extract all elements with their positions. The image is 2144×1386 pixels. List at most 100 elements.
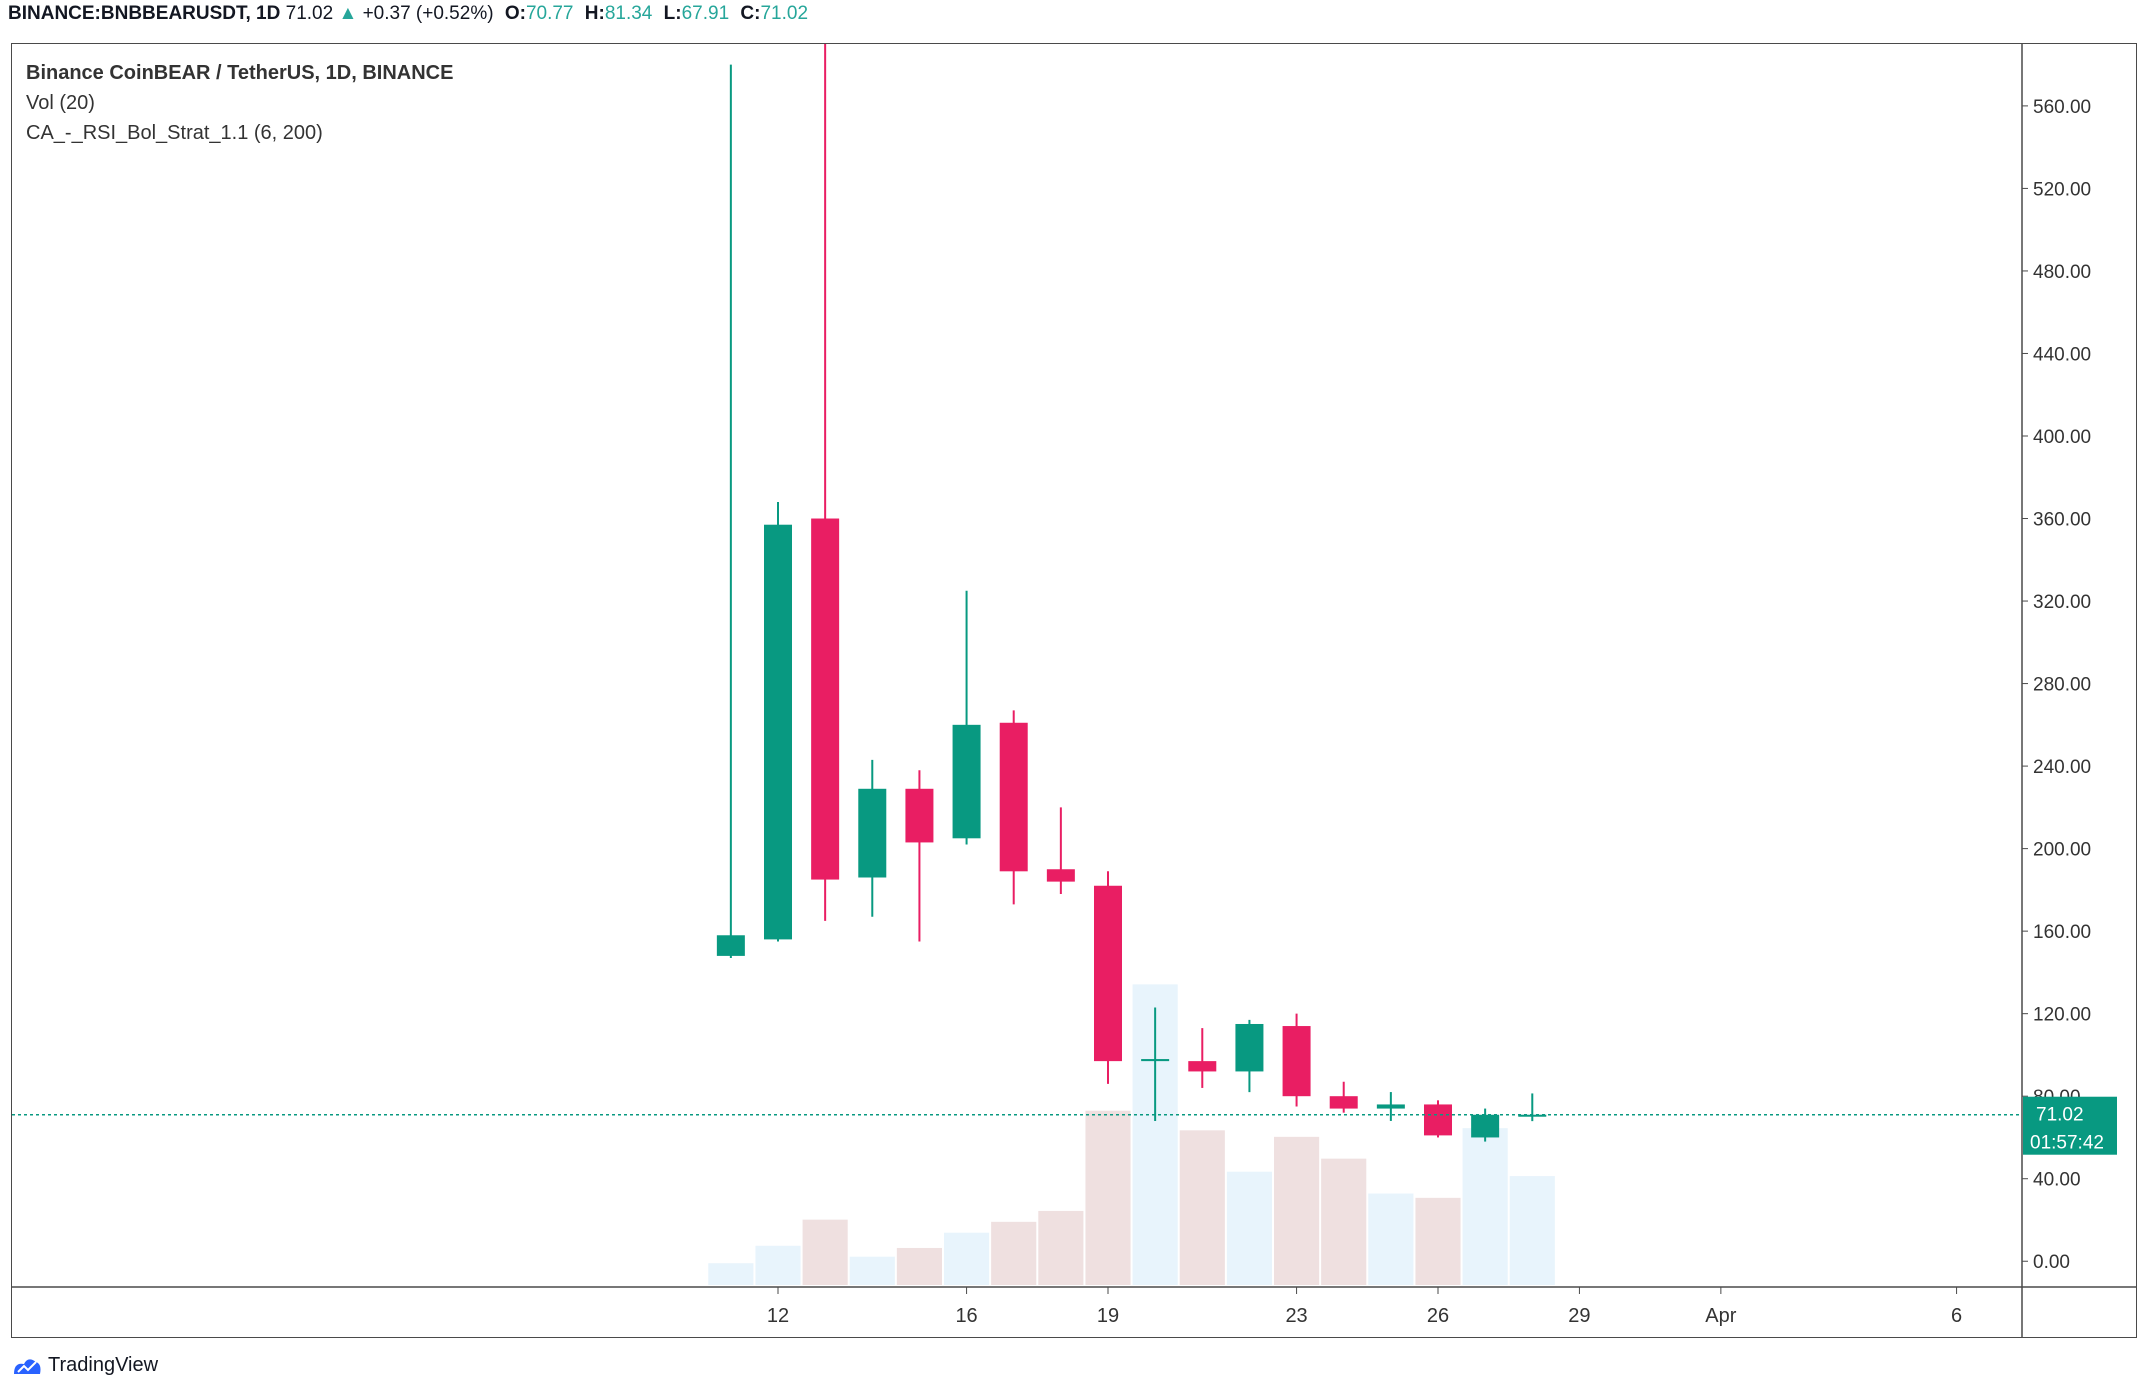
y-tick-label-7: 280.00 [2033,675,2091,696]
y-tick-label-10: 400.00 [2033,427,2091,448]
time-axis: 12 16 19 23 26 29 Apr 6 [767,1287,1962,1327]
candle-1[interactable] [764,502,792,942]
footer-brand[interactable]: TradingView [12,1354,158,1377]
candle-body [1188,1061,1217,1072]
legend-title[interactable]: Binance CoinBEAR / TetherUS, 1D, BINANCE [26,62,454,84]
brand-name: TradingView [48,1354,159,1376]
low-label: L: [663,3,682,24]
y-tick-label-4: 160.00 [2033,922,2091,943]
volume-bars [708,984,1555,1285]
y-tick-label-5: 200.00 [2033,840,2091,861]
price-tag-bg [2023,1096,2117,1155]
candle-body [811,518,840,880]
volume-bar-4 [896,1247,942,1285]
high-value: 81.34 [604,3,653,24]
candle-10[interactable] [1188,1028,1217,1088]
candle-11[interactable] [1235,1019,1264,1093]
candle-13[interactable] [1329,1081,1358,1113]
candle-body [1329,1096,1358,1109]
candle-5[interactable] [952,590,981,845]
candle-body [905,788,934,843]
candle-12[interactable] [1282,1013,1311,1107]
y-tick-label-3: 120.00 [2033,1005,2091,1026]
candle-body [1235,1023,1264,1072]
x-tick-label-0: 12 [767,1305,789,1327]
y-tick-label-8: 320.00 [2033,592,2091,613]
candle-body [952,724,981,839]
volume-bar-17 [1509,1176,1555,1285]
candle-body [999,722,1028,872]
y-tick-label-13: 520.00 [2033,179,2091,200]
y-tick-label-0: 0.00 [2033,1252,2070,1273]
volume-bar-1 [755,1245,801,1285]
candle-body [716,935,745,956]
candle-9[interactable] [1141,1007,1170,1121]
candle-16[interactable] [1471,1108,1500,1142]
candle-0[interactable] [716,64,745,958]
candle-body [1282,1026,1311,1097]
volume-bar-3 [849,1256,895,1285]
x-tick-label-5: 29 [1568,1305,1590,1327]
candle-4[interactable] [905,770,934,942]
volume-bar-7 [1038,1210,1084,1285]
x-tick-label-3: 23 [1285,1305,1307,1327]
candle-body [1424,1104,1452,1136]
candle-14[interactable] [1376,1092,1405,1121]
last-price: 71.02 [285,3,334,24]
volume-bar-12 [1274,1136,1320,1285]
volume-bar-14 [1368,1193,1414,1285]
volume-bar-2 [802,1219,848,1285]
candle-2[interactable] [811,44,840,921]
y-tick-label-1: 40.00 [2033,1170,2081,1191]
y-tick-label-6: 240.00 [2033,757,2091,778]
candle-15[interactable] [1424,1100,1452,1138]
candle-body [1046,869,1075,882]
price-change: +0.37 (+0.52%) [362,3,494,24]
x-tick-label-4: 26 [1427,1305,1449,1327]
candle-3[interactable] [858,759,887,917]
volume-bar-5 [944,1232,990,1285]
open-value: 70.77 [525,3,574,24]
candle-8[interactable] [1094,871,1122,1084]
candle-body [1376,1104,1405,1109]
y-tick-label-12: 480.00 [2033,262,2091,283]
tradingview-logo-icon [14,1358,41,1374]
volume-bar-15 [1415,1197,1461,1285]
price-tag-value: 71.02 [2036,1105,2084,1126]
close-value: 71.02 [760,3,809,24]
price-tag-countdown: 01:57:42 [2030,1133,2104,1154]
candle-body [1518,1114,1547,1117]
legend-volume[interactable]: Vol (20) [26,92,95,114]
volume-bar-10 [1179,1130,1225,1285]
up-arrow-icon: ▲ [338,3,358,24]
candle-17[interactable] [1518,1093,1547,1122]
candle-body [764,524,792,940]
x-tick-label-1: 16 [955,1305,977,1327]
candle-body [1141,1059,1170,1062]
candle-body [1094,885,1122,1062]
volume-bar-6 [991,1221,1037,1285]
candle-body [858,788,887,878]
price-tag: 71.02 01:57:42 [2023,1096,2117,1155]
candles [716,44,1547,1142]
volume-bar-11 [1226,1171,1272,1285]
symbol-label[interactable]: BINANCE:BNBBEARUSDT, 1D [8,3,281,24]
high-label: H: [584,3,605,24]
chart-frame [11,43,2137,1338]
y-tick-label-11: 440.00 [2033,344,2091,365]
y-tick-label-9: 360.00 [2033,510,2091,531]
candle-6[interactable] [999,710,1028,905]
price-axis: 0.0040.0080.00120.00160.00200.00240.0028… [2022,97,2091,1273]
volume-bar-8 [1085,1110,1131,1285]
open-label: O: [504,3,526,24]
chart-legend: Binance CoinBEAR / TetherUS, 1D, BINANCE… [26,58,453,148]
candle-7[interactable] [1046,807,1075,895]
legend-strategy[interactable]: CA_-_RSI_Bol_Strat_1.1 (6, 200) [26,122,323,144]
volume-bar-0 [708,1263,754,1285]
x-tick-label-7: 6 [1951,1305,1962,1327]
volume-bar-16 [1462,1128,1508,1285]
volume-bar-13 [1321,1158,1367,1285]
x-tick-label-2: 19 [1097,1305,1119,1327]
candle-body [1471,1114,1500,1138]
